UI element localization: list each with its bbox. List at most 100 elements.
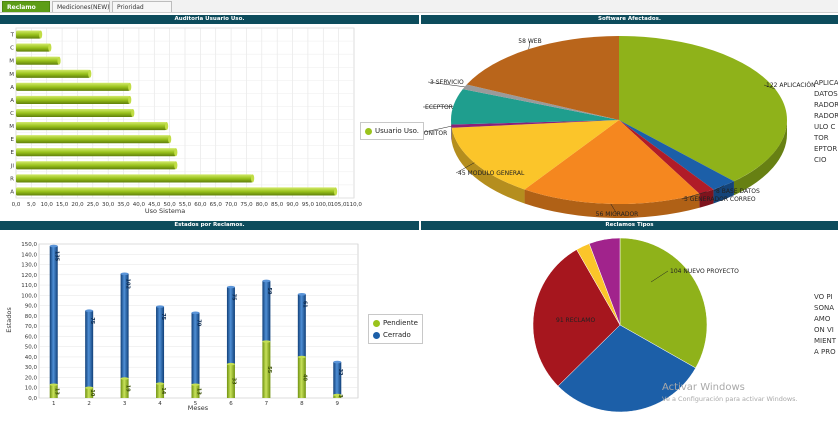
bar-top-cap xyxy=(156,305,165,308)
bar xyxy=(16,108,133,118)
data-label-pendiente: 19 xyxy=(124,385,130,392)
bar-pendiente xyxy=(191,384,200,398)
pie-leader-line xyxy=(650,270,669,283)
legend-item-truncated: CIO xyxy=(814,156,827,164)
activation-watermark-title: Activar Windows xyxy=(662,382,745,393)
y-tick-label: E xyxy=(11,137,15,143)
legend-item-truncated: MIENT xyxy=(814,337,837,345)
bar-pendiente xyxy=(262,341,271,398)
bar xyxy=(16,30,41,39)
legend-item-truncated: ULO C xyxy=(814,123,836,131)
data-label-pendiente: 40 xyxy=(302,374,308,381)
y-axis-label: Estados xyxy=(5,307,13,333)
pie-label: ECEPTOR xyxy=(425,104,453,111)
bar-cap xyxy=(174,148,178,157)
data-label-cerrado: 75 xyxy=(89,317,95,324)
pie-label: IONITOR xyxy=(422,130,447,137)
data-label-cerrado: 61 xyxy=(302,301,308,308)
activation-watermark-text: Ve a Configuración para activar Windows. xyxy=(662,395,798,403)
x-tick-label: 50,0 xyxy=(164,202,177,208)
x-tick-label: 5,0 xyxy=(27,202,36,208)
bar xyxy=(16,82,130,91)
pie-slice xyxy=(557,324,696,413)
data-label-cerrado: 102 xyxy=(124,279,130,290)
bar-seam-cap xyxy=(191,383,200,386)
x-tick-label: 7 xyxy=(265,401,269,407)
x-tick-label: 75,0 xyxy=(240,202,253,208)
x-tick-label: 105,0 xyxy=(331,202,347,208)
y-tick-label: 140,0 xyxy=(21,252,37,258)
y-tick-label: A xyxy=(10,189,14,195)
pie-slice xyxy=(466,36,619,120)
data-label-cerrado: 75 xyxy=(231,294,237,301)
bar-pendiente xyxy=(333,394,342,398)
legend-dot-icon xyxy=(373,331,380,339)
x-tick-label: 8 xyxy=(300,401,304,407)
legend-item-truncated: RADOR xyxy=(814,101,838,109)
data-label-cerrado: 32 xyxy=(337,369,343,376)
x-tick-label: 95,0 xyxy=(302,202,315,208)
panel-header-software: Software Afectados. xyxy=(421,15,838,24)
y-tick-label: 30,0 xyxy=(25,365,38,371)
data-label-pendiente: 3 xyxy=(337,394,343,398)
data-label-cerrado: 70 xyxy=(195,319,201,326)
legend-item-cerrado: Cerrado xyxy=(373,329,418,341)
x-tick-label: 35,0 xyxy=(117,202,130,208)
panel-header-tipos: Reclamos Tipos xyxy=(421,221,838,230)
x-axis-label: Meses xyxy=(188,404,209,412)
data-label-pendiente: 55 xyxy=(266,366,272,373)
pie-slice-side xyxy=(451,127,525,204)
x-tick-label: 4 xyxy=(158,401,162,407)
bar-pendiente xyxy=(156,383,165,398)
data-label-pendiente: 14 xyxy=(160,387,166,394)
data-label-cerrado: 135 xyxy=(54,251,60,262)
panel-header-auditoria: Auditoria Usuario Uso. xyxy=(0,15,419,24)
bar-cerrado xyxy=(226,287,235,365)
x-axis-label: Uso Sistema xyxy=(145,207,185,215)
x-tick-label: 5 xyxy=(194,401,198,407)
pie-label: 8 BASE DATOS xyxy=(716,188,760,195)
pie-label: 122 APLICACIÓN xyxy=(766,82,816,89)
bar-cerrado xyxy=(262,280,271,342)
legend-usuario-uso: Usuario Uso. xyxy=(360,122,424,140)
bar-top-cap xyxy=(49,244,58,248)
bar-top-cap xyxy=(262,279,271,283)
x-tick-label: 110,0 xyxy=(346,202,362,208)
y-tick-label: 20,0 xyxy=(25,375,38,381)
pie-label: 56 MIGRADOR xyxy=(596,211,639,218)
x-tick-label: 15,0 xyxy=(56,202,69,208)
pie-slice xyxy=(451,120,619,128)
bar-top-cap xyxy=(333,360,342,364)
legend-item-truncated: SONA xyxy=(814,304,834,312)
y-tick-label: 60,0 xyxy=(25,334,38,340)
x-tick-label: 90,0 xyxy=(286,202,299,208)
y-tick-label: E xyxy=(11,150,15,156)
bar-cap xyxy=(48,43,52,52)
x-tick-label: 25,0 xyxy=(87,202,100,208)
pie-label: 58 WEB xyxy=(518,38,541,45)
legend-item-truncated: EPTOR xyxy=(814,145,838,153)
x-tick-label: 30,0 xyxy=(102,202,115,208)
pie-slice xyxy=(619,237,708,369)
pie-leader-line xyxy=(528,40,531,50)
y-tick-label: 0,0 xyxy=(28,396,37,402)
x-tick-label: 45,0 xyxy=(148,202,161,208)
legend-item-truncated: DATOS xyxy=(814,90,838,98)
legend-dot-icon xyxy=(373,319,380,327)
pie-leader-line xyxy=(681,191,707,200)
pie-leader-line xyxy=(422,106,454,108)
legend-item-truncated: RADOR xyxy=(814,112,838,120)
bar-cap xyxy=(251,174,255,183)
bar-cap xyxy=(131,108,135,118)
bar-seam-cap xyxy=(262,340,271,343)
y-tick-label: 40,0 xyxy=(25,355,38,361)
legend-item-truncated: VO PI xyxy=(814,293,833,301)
pie-label: 91 RECLAMO xyxy=(556,317,595,324)
data-label-cerrado: 59 xyxy=(266,287,272,294)
tab-mediciones[interactable]: Mediciones(NEW) xyxy=(52,1,110,12)
bar-cap xyxy=(88,69,92,78)
y-tick-label: 70,0 xyxy=(25,324,38,330)
data-label-pendiente: 33 xyxy=(231,378,237,385)
pie-slice xyxy=(462,84,619,120)
